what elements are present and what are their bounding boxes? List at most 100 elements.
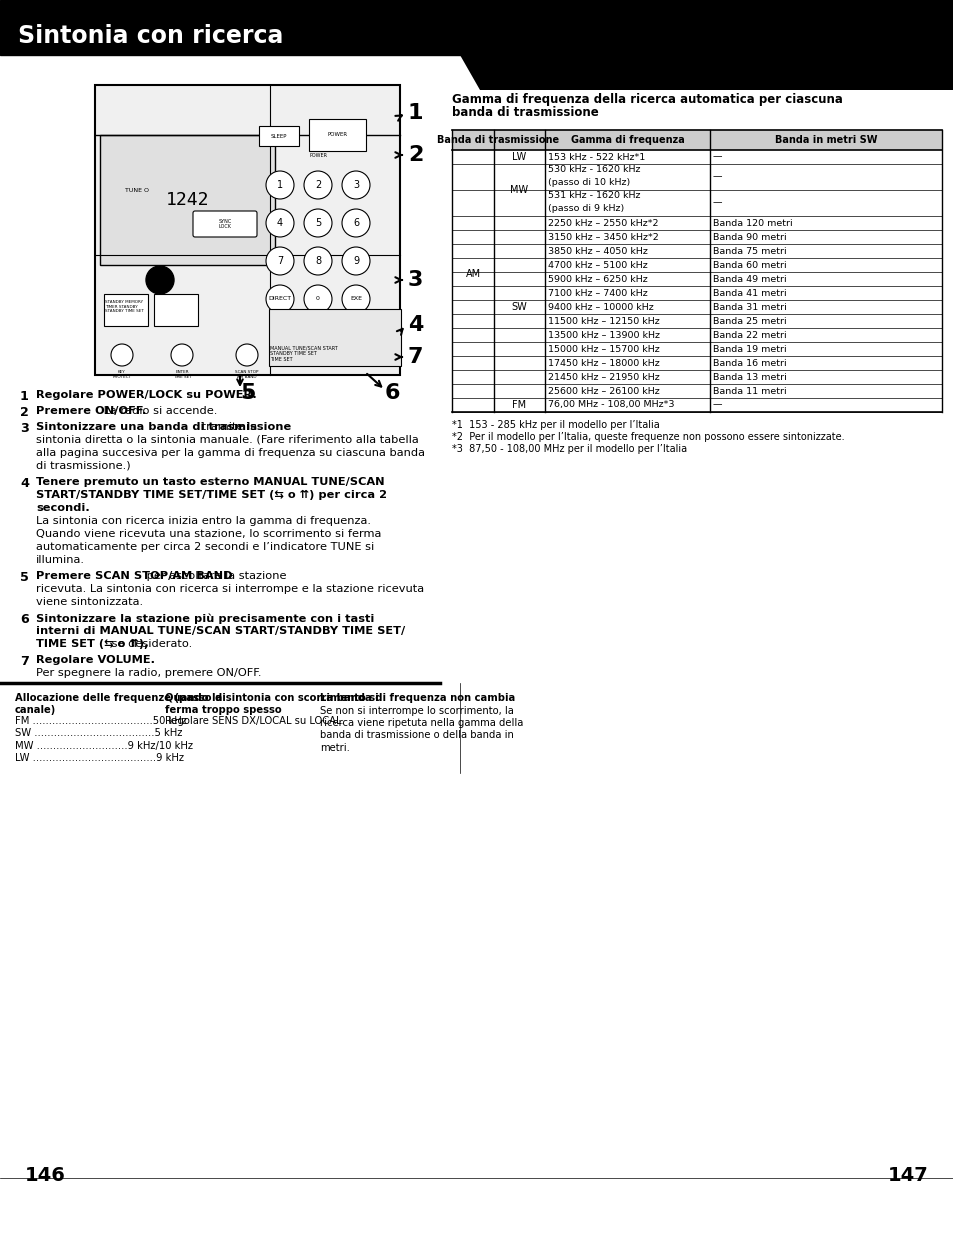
Text: Sintonizzare una banda di trasmissione: Sintonizzare una banda di trasmissione (36, 422, 291, 432)
Text: (passo di 10 kHz): (passo di 10 kHz) (547, 178, 630, 187)
Circle shape (304, 210, 332, 237)
Text: 531 kHz - 1620 kHz: 531 kHz - 1620 kHz (547, 191, 639, 200)
Text: ricevuta. La sintonia con ricerca si interrompe e la stazione ricevuta: ricevuta. La sintonia con ricerca si int… (36, 584, 424, 594)
Text: POWER: POWER (328, 132, 348, 138)
Text: Banda 19 metri: Banda 19 metri (712, 344, 786, 354)
Text: alla pagina succesiva per la gamma di frequenza su ciascuna banda: alla pagina succesiva per la gamma di fr… (36, 448, 424, 457)
Text: 4700 kHz – 5100 kHz: 4700 kHz – 5100 kHz (547, 260, 647, 270)
Text: Se non si interrompe lo scorrimento, la
ricerca viene ripetuta nella gamma della: Se non si interrompe lo scorrimento, la … (319, 705, 523, 752)
Circle shape (304, 171, 332, 199)
Text: Banda 16 metri: Banda 16 metri (712, 359, 786, 367)
Text: La sintonia con ricerca inizia entro la gamma di frequenza.: La sintonia con ricerca inizia entro la … (36, 515, 371, 526)
Text: —: — (712, 199, 721, 207)
Text: SW: SW (511, 302, 527, 312)
Text: EXE: EXE (350, 296, 361, 302)
Text: 21450 kHz – 21950 kHz: 21450 kHz – 21950 kHz (547, 372, 659, 381)
Text: 2: 2 (314, 180, 321, 190)
Text: *1  153 - 285 kHz per il modello per l’Italia: *1 153 - 285 kHz per il modello per l’It… (452, 420, 659, 430)
Text: SCAN STOP
AM BAND: SCAN STOP AM BAND (235, 370, 258, 379)
Text: Banda 11 metri: Banda 11 metri (712, 386, 786, 396)
Text: Regolare VOLUME.: Regolare VOLUME. (36, 655, 154, 665)
Text: Banda 25 metri: Banda 25 metri (712, 317, 786, 326)
Text: Sintonia con ricerca: Sintonia con ricerca (18, 23, 283, 48)
Text: Banda 31 metri: Banda 31 metri (712, 302, 786, 312)
FancyBboxPatch shape (153, 293, 198, 326)
Text: 1: 1 (20, 390, 29, 403)
Text: 7: 7 (20, 655, 29, 668)
Circle shape (341, 285, 370, 313)
Text: 4: 4 (20, 477, 29, 490)
FancyBboxPatch shape (258, 126, 298, 145)
Text: 3: 3 (20, 422, 29, 435)
Text: 1: 1 (408, 104, 423, 123)
Text: 17450 kHz – 18000 kHz: 17450 kHz – 18000 kHz (547, 359, 659, 367)
Text: 76,00 MHz - 108,00 MHz*3: 76,00 MHz - 108,00 MHz*3 (547, 401, 674, 409)
Text: 25600 kHz – 26100 kHz: 25600 kHz – 26100 kHz (547, 386, 659, 396)
Text: (passo di 9 kHz): (passo di 9 kHz) (547, 203, 623, 213)
Circle shape (341, 210, 370, 237)
Circle shape (341, 247, 370, 275)
Text: KEY
PROTECT: KEY PROTECT (112, 370, 132, 379)
Text: La radio si accende.: La radio si accende. (100, 406, 217, 416)
Text: START/STANDBY TIME SET/TIME SET (⇆ o ⇈) per circa 2: START/STANDBY TIME SET/TIME SET (⇆ o ⇈) … (36, 490, 387, 501)
Bar (100, 134, 274, 265)
Text: per ascoltare la stazione: per ascoltare la stazione (142, 571, 286, 581)
Text: 146: 146 (25, 1166, 66, 1185)
Text: 6: 6 (385, 383, 400, 403)
Text: sintonia diretta o la sintonia manuale. (Fare riferimento alla tabella: sintonia diretta o la sintonia manuale. … (36, 435, 418, 445)
Text: FM: FM (512, 399, 526, 411)
Text: illumina.: illumina. (36, 555, 85, 565)
Text: Banda di trasmissione: Banda di trasmissione (437, 134, 559, 145)
Text: 7: 7 (408, 346, 423, 367)
Text: viene sintonizzata.: viene sintonizzata. (36, 597, 143, 607)
Bar (0, 0, 953, 55)
Circle shape (304, 285, 332, 313)
Circle shape (304, 247, 332, 275)
FancyBboxPatch shape (193, 211, 256, 237)
Text: automaticamente per circa 2 secondi e l’indicatore TUNE si: automaticamente per circa 2 secondi e l’… (36, 543, 374, 552)
Text: POWER: POWER (310, 153, 328, 158)
Text: Premere SCAN STOP/AM BAND: Premere SCAN STOP/AM BAND (36, 571, 233, 581)
Text: 15000 kHz – 15700 kHz: 15000 kHz – 15700 kHz (547, 344, 659, 354)
Text: interni di MANUAL TUNE/SCAN START/STANDBY TIME SET/: interni di MANUAL TUNE/SCAN START/STANDB… (36, 626, 405, 636)
Text: 2: 2 (20, 406, 29, 419)
Text: banda di trasmissione: banda di trasmissione (452, 106, 598, 120)
Text: 530 kHz - 1620 kHz: 530 kHz - 1620 kHz (547, 165, 639, 174)
Text: —: — (712, 401, 721, 409)
Text: La banda di frequenza non cambia: La banda di frequenza non cambia (319, 693, 515, 703)
Text: —: — (712, 173, 721, 181)
FancyBboxPatch shape (309, 120, 366, 150)
Bar (95, 85, 399, 375)
Text: Quando viene ricevuta una stazione, lo scorrimento si ferma: Quando viene ricevuta una stazione, lo s… (36, 529, 381, 539)
Text: 1242: 1242 (166, 191, 210, 210)
Circle shape (111, 344, 132, 366)
Text: 8: 8 (314, 256, 321, 266)
FancyBboxPatch shape (269, 309, 400, 366)
Text: 7: 7 (276, 256, 283, 266)
Text: 13500 kHz – 13900 kHz: 13500 kHz – 13900 kHz (547, 330, 659, 339)
Text: Banda 13 metri: Banda 13 metri (712, 372, 786, 381)
Text: Banda 75 metri: Banda 75 metri (712, 247, 786, 255)
Text: 5: 5 (314, 218, 321, 228)
Text: 11500 kHz – 12150 kHz: 11500 kHz – 12150 kHz (547, 317, 659, 326)
Text: 2250 kHz – 2550 kHz*2: 2250 kHz – 2550 kHz*2 (547, 218, 658, 228)
Text: 3: 3 (408, 270, 423, 290)
Text: DIRECT: DIRECT (268, 296, 292, 302)
Circle shape (266, 285, 294, 313)
Text: Premere ON/OFF.: Premere ON/OFF. (36, 406, 146, 416)
Text: 153 kHz - 522 kHz*1: 153 kHz - 522 kHz*1 (547, 153, 644, 162)
Text: Regolare POWER/LOCK su POWER.: Regolare POWER/LOCK su POWER. (36, 390, 256, 399)
Text: 5: 5 (240, 383, 255, 403)
Text: Per spegnere la radio, premere ON/OFF.: Per spegnere la radio, premere ON/OFF. (36, 668, 261, 678)
Circle shape (235, 344, 257, 366)
Text: Banda 22 metri: Banda 22 metri (712, 330, 786, 339)
Text: 4: 4 (408, 314, 423, 335)
Text: Gamma di frequenza: Gamma di frequenza (570, 134, 683, 145)
Text: Gamma di frequenza della ricerca automatica per ciascuna: Gamma di frequenza della ricerca automat… (452, 92, 842, 106)
Text: Quando la sintonia con scorrimento si
ferma troppo spesso: Quando la sintonia con scorrimento si fe… (165, 693, 378, 715)
Text: 3150 kHz – 3450 kHz*2: 3150 kHz – 3450 kHz*2 (547, 233, 659, 242)
Text: 9400 kHz – 10000 kHz: 9400 kHz – 10000 kHz (547, 302, 653, 312)
Text: se desiderato.: se desiderato. (109, 639, 193, 649)
Text: Banda in metri SW: Banda in metri SW (774, 134, 877, 145)
Text: MW: MW (510, 185, 528, 195)
